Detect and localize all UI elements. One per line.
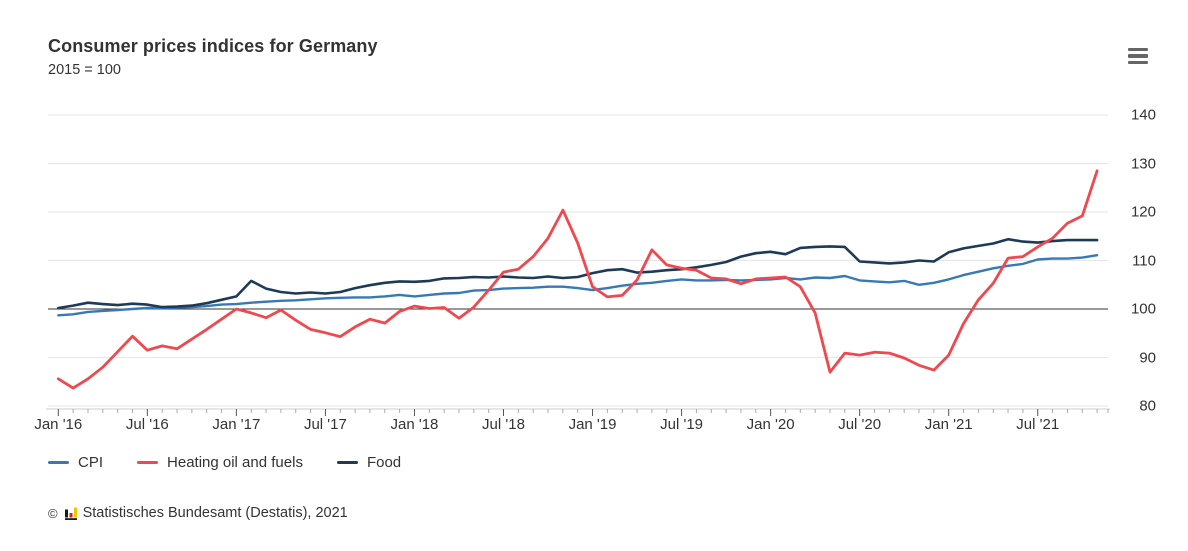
x-axis-label: Jan '21	[924, 416, 973, 433]
legend-item-food[interactable]: Food	[336, 454, 402, 471]
legend: CPI Heating oil and fuels Food	[48, 454, 401, 471]
legend-label: Food	[366, 454, 402, 471]
context-menu-button[interactable]	[1126, 46, 1150, 66]
x-axis-label: Jan '19	[568, 416, 617, 433]
series-line-heating-oil-and-fuels[interactable]	[56, 169, 1099, 390]
x-axis-label: Jan '18	[390, 416, 439, 433]
legend-item-heating-oil-and-fuels[interactable]: Heating oil and fuels	[137, 454, 303, 471]
chart-title: Consumer prices indices for Germany	[48, 36, 378, 56]
series-line-food[interactable]	[56, 237, 1099, 310]
menu-bar	[1128, 60, 1148, 64]
y-axis-label: 130	[1130, 155, 1156, 172]
y-axis-label: 110	[1132, 252, 1156, 269]
source-credit-text: Statistisches Bundesamt (Destatis), 2021	[82, 505, 348, 521]
y-axis-label: 100	[1130, 300, 1156, 318]
menu-bar	[1128, 54, 1148, 58]
y-axis-label: 90	[1139, 349, 1156, 366]
x-axis-label: Jul '21	[1016, 416, 1060, 433]
x-axis-label: Jul '18	[482, 416, 525, 433]
x-axis-label: Jan '20	[746, 416, 795, 433]
destatis-logo-icon	[64, 507, 77, 520]
x-axis-label: Jul '17	[303, 416, 347, 433]
x-axis-label: Jan '16	[34, 416, 83, 433]
series-line-cpi[interactable]	[57, 253, 1099, 317]
menu-bar	[1128, 48, 1148, 52]
x-axis-label: Jul '19	[660, 416, 704, 433]
legend-label: Heating oil and fuels	[167, 454, 303, 471]
x-axis-label: Jan '17	[212, 416, 261, 433]
x-axis-label: Jul '16	[125, 416, 169, 433]
legend-label: CPI	[78, 454, 104, 471]
legend-line-marker	[48, 461, 69, 464]
copyright-symbol: ©	[48, 505, 58, 521]
legend-line-marker	[137, 461, 159, 464]
legend-line-marker	[336, 461, 358, 464]
chart-subtitle: 2015 = 100	[48, 62, 121, 78]
y-axis-label: 80	[1139, 397, 1156, 415]
y-axis-label: 120	[1130, 203, 1156, 221]
source-credit: © Statistisches Bundesamt (Destatis), 20…	[48, 505, 348, 521]
legend-item-cpi[interactable]: CPI	[48, 454, 103, 471]
y-axis-label: 140	[1130, 106, 1156, 124]
x-axis-label: Jul '20	[838, 416, 882, 433]
